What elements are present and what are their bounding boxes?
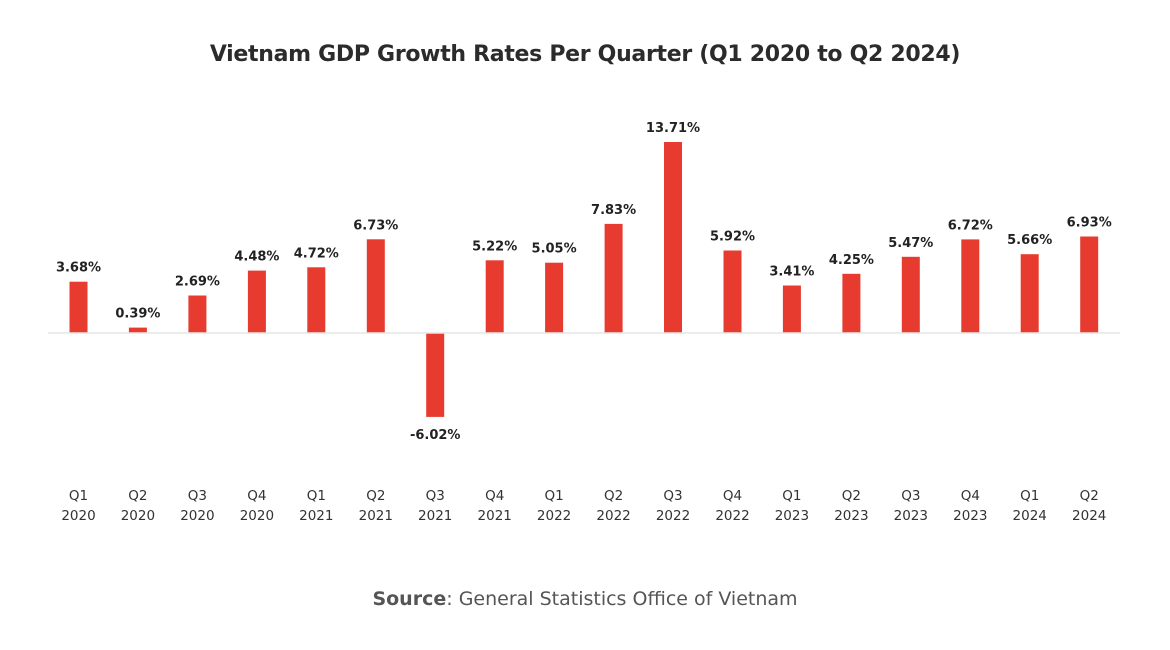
x-tick-year: 2022 bbox=[537, 508, 571, 524]
value-label: 5.92% bbox=[710, 230, 755, 245]
x-tick-year: 2021 bbox=[299, 508, 333, 524]
x-tick-year: 2021 bbox=[418, 508, 452, 524]
chart-title: Vietnam GDP Growth Rates Per Quarter (Q1… bbox=[209, 42, 961, 67]
source-value: General Statistics Office of Vietnam bbox=[458, 588, 798, 610]
x-tick-quarter: Q1 bbox=[544, 488, 563, 504]
x-tick-quarter: Q4 bbox=[961, 488, 980, 504]
bar-q2-2023 bbox=[842, 273, 861, 333]
bar-q1-2020 bbox=[69, 281, 88, 333]
value-label: 6.72% bbox=[948, 218, 993, 233]
value-labels-layer: 3.68% 0.39% 2.69% 4.48% 4.72% 6.73% -6.02% 5.22… bbox=[56, 121, 1112, 443]
bar-q4-2022 bbox=[723, 250, 742, 333]
value-label: 5.66% bbox=[1007, 233, 1052, 248]
bars-layer bbox=[69, 142, 1099, 417]
bar-q3-2023 bbox=[901, 256, 920, 333]
x-tick-quarter: Q3 bbox=[901, 488, 920, 504]
x-tick-year: 2020 bbox=[240, 508, 274, 524]
x-tick-year: 2024 bbox=[1072, 508, 1106, 524]
x-tick-quarter: Q4 bbox=[247, 488, 266, 504]
x-tick-year: 2024 bbox=[1013, 508, 1047, 524]
value-label: 13.71% bbox=[646, 121, 700, 136]
x-tick-quarter: Q3 bbox=[663, 488, 682, 504]
value-label: 6.93% bbox=[1067, 216, 1112, 231]
value-label: 7.83% bbox=[591, 203, 636, 218]
x-tick-quarter: Q2 bbox=[128, 488, 147, 504]
x-tick-quarter: Q1 bbox=[1020, 488, 1039, 504]
bar-q2-2024 bbox=[1080, 236, 1099, 333]
value-label: 5.47% bbox=[888, 236, 933, 251]
x-tick-year: 2023 bbox=[775, 508, 809, 524]
x-tick-quarter: Q2 bbox=[842, 488, 861, 504]
value-label: -6.02% bbox=[410, 428, 461, 443]
x-tick-quarter: Q3 bbox=[188, 488, 207, 504]
value-label: 0.39% bbox=[115, 307, 160, 322]
bar-q4-2021 bbox=[485, 260, 504, 333]
bar-q2-2021 bbox=[366, 239, 385, 333]
value-label: 5.05% bbox=[532, 242, 577, 257]
x-tick-labels-layer: Q1 2020 Q2 2020 Q3 2020 Q4 2020 Q1 2021 Q2 2021 Q3 20… bbox=[61, 488, 1106, 524]
value-label: 4.25% bbox=[829, 253, 874, 268]
x-tick-quarter: Q4 bbox=[485, 488, 504, 504]
bar-q2-2020 bbox=[128, 327, 147, 333]
bar-q3-2021 bbox=[426, 333, 445, 417]
x-tick-year: 2021 bbox=[478, 508, 512, 524]
bar-q1-2024 bbox=[1020, 254, 1039, 333]
x-tick-quarter: Q1 bbox=[782, 488, 801, 504]
bar-q3-2022 bbox=[664, 142, 682, 333]
x-tick-year: 2022 bbox=[715, 508, 749, 524]
value-label: 4.72% bbox=[294, 246, 339, 261]
x-tick-quarter: Q2 bbox=[366, 488, 385, 504]
bar-q4-2020 bbox=[247, 270, 266, 333]
bar-q2-2022 bbox=[604, 223, 623, 333]
value-label: 5.22% bbox=[472, 239, 517, 254]
value-label: 3.68% bbox=[56, 261, 101, 276]
value-label: 6.73% bbox=[353, 218, 398, 233]
x-tick-year: 2023 bbox=[834, 508, 868, 524]
bar-q3-2020 bbox=[188, 295, 207, 333]
source-key: Source bbox=[372, 588, 447, 610]
x-tick-year: 2023 bbox=[894, 508, 928, 524]
x-tick-year: 2021 bbox=[359, 508, 393, 524]
x-tick-year: 2022 bbox=[656, 508, 690, 524]
x-tick-year: 2020 bbox=[121, 508, 155, 524]
bar-q4-2023 bbox=[961, 239, 980, 333]
x-tick-quarter: Q3 bbox=[426, 488, 445, 504]
x-tick-year: 2022 bbox=[596, 508, 630, 524]
value-label: 4.48% bbox=[234, 250, 279, 265]
x-tick-quarter: Q1 bbox=[307, 488, 326, 504]
x-tick-year: 2020 bbox=[180, 508, 214, 524]
source-separator: : bbox=[446, 588, 459, 610]
x-tick-year: 2020 bbox=[61, 508, 95, 524]
value-label: 3.41% bbox=[769, 265, 814, 280]
x-tick-year: 2023 bbox=[953, 508, 987, 524]
x-tick-quarter: Q2 bbox=[604, 488, 623, 504]
bar-q1-2021 bbox=[307, 267, 326, 333]
value-label: 2.69% bbox=[175, 275, 220, 290]
x-tick-quarter: Q1 bbox=[69, 488, 88, 504]
bar-q1-2023 bbox=[782, 285, 801, 333]
source-note: Source: General Statistics Office of Vie… bbox=[0, 588, 1170, 610]
x-tick-quarter: Q2 bbox=[1080, 488, 1099, 504]
bar-q1-2022 bbox=[545, 262, 564, 333]
x-tick-quarter: Q4 bbox=[723, 488, 742, 504]
